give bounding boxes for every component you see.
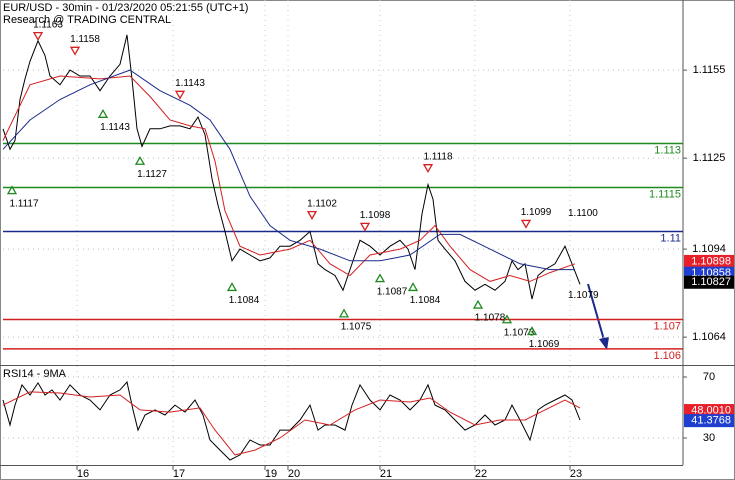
- forecast-arrow: [587, 283, 609, 350]
- price-tag: [684, 254, 734, 268]
- x-tick-label: 23: [570, 468, 582, 480]
- y-tick-label: 70: [703, 371, 715, 383]
- annotation-label: 1.1084: [229, 295, 260, 306]
- annotation-label: 1.1100: [568, 208, 598, 219]
- price-tag-label: 41.3768: [691, 415, 731, 427]
- annotation-label: 1.1102: [307, 198, 337, 209]
- annotation-label: 1.1084: [410, 295, 441, 306]
- series-line: [2, 69, 575, 271]
- annotation-label: 1.1117: [9, 198, 39, 209]
- x-tick-label: 22: [475, 468, 487, 480]
- price-tag-label: 48.0010: [691, 404, 731, 416]
- annotation-label: 1.1158: [70, 34, 100, 45]
- peak-marker: [32, 32, 44, 41]
- chart-subtitle: Research @ TRADING CENTRAL: [3, 14, 171, 26]
- x-tick-label: 20: [288, 468, 300, 480]
- price-tag-label: 1.10898: [691, 255, 731, 267]
- trough-marker: [472, 299, 484, 309]
- annotation-label: 1.1127: [137, 169, 167, 180]
- annotation-label: 1.1118: [423, 151, 453, 162]
- level-label: 1.1115: [649, 188, 681, 200]
- x-tick-label: 19: [265, 468, 277, 480]
- x-tick-label: 16: [77, 468, 89, 480]
- annotation-label: 1.1143: [100, 122, 130, 133]
- trough-marker: [97, 109, 109, 118]
- y-tick-label: 1.1064: [692, 331, 726, 343]
- series-line: [2, 34, 581, 300]
- trough-marker: [6, 185, 18, 195]
- peak-marker: [306, 210, 318, 220]
- price-tag: [684, 404, 734, 418]
- annotation-label: 1.1098: [360, 210, 391, 221]
- y-tick-label: 1.1155: [693, 64, 726, 76]
- level-label: 1.107: [653, 320, 681, 332]
- annotation-label: 1.1078: [475, 313, 506, 324]
- annotation-label: 1.1143: [175, 78, 205, 89]
- trough-marker: [501, 314, 513, 324]
- trough-marker: [226, 282, 238, 292]
- rsi-title: RSI14 - 9MA: [3, 368, 67, 380]
- annotation-label: 1.1099: [521, 207, 552, 218]
- annotation-label: 1.1073: [504, 327, 535, 338]
- trough-marker: [374, 273, 386, 283]
- price-tag: [684, 414, 734, 428]
- series-line: [2, 391, 581, 456]
- y-tick-label: 30: [703, 432, 715, 444]
- y-tick-label: 1.1094: [692, 243, 726, 255]
- series-line: [2, 75, 576, 282]
- annotation-label: 1.1069: [529, 339, 560, 350]
- annotation-label: 1.1087: [377, 286, 408, 297]
- trough-marker: [407, 282, 419, 292]
- trough-marker: [338, 308, 350, 318]
- x-tick-label: 21: [380, 468, 392, 480]
- peak-marker: [422, 164, 434, 173]
- level-label: 1.113: [654, 144, 681, 156]
- chart-title: EUR/USD - 30min - 01/23/2020 05:21:55 (U…: [3, 2, 248, 14]
- annotation-label: 1.1163: [33, 19, 63, 30]
- y-tick-label: 1.1125: [693, 152, 726, 164]
- trough-marker: [526, 326, 538, 336]
- series-line: [2, 380, 581, 461]
- annotation-label: 1.1075: [341, 321, 372, 332]
- annotation-label: 1.1079: [568, 290, 599, 301]
- peak-marker: [69, 46, 81, 56]
- peak-marker: [174, 90, 186, 100]
- price-tag: [684, 275, 734, 289]
- peak-marker: [520, 219, 532, 229]
- level-label: 1.11: [660, 232, 681, 244]
- level-label: 1.106: [653, 350, 681, 362]
- trough-marker: [134, 155, 146, 165]
- price-tag-label: 1.10827: [691, 276, 731, 288]
- peak-marker: [359, 222, 371, 232]
- x-tick-label: 17: [173, 468, 185, 480]
